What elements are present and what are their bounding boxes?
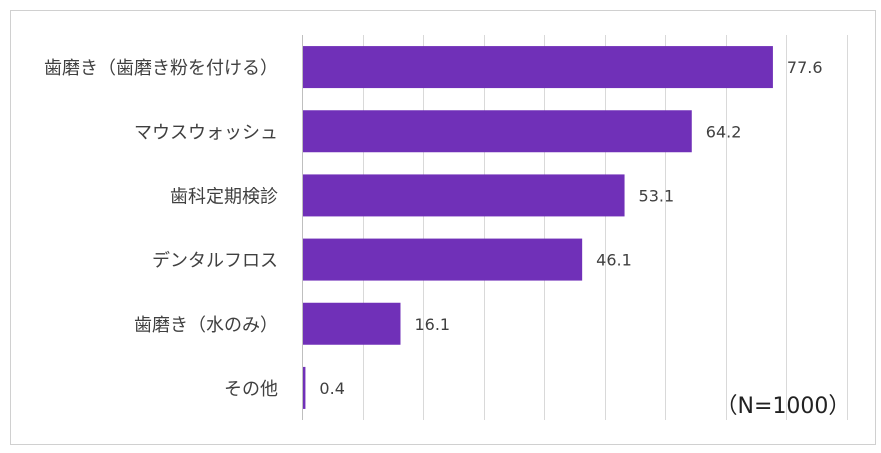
value-label: 53.1 (639, 186, 675, 205)
value-label: 64.2 (706, 122, 742, 141)
chart-frame (10, 10, 876, 445)
value-label: 0.4 (319, 379, 344, 398)
value-label: 46.1 (596, 251, 632, 270)
bar (303, 366, 306, 409)
category-label: マウスウォッシュ (134, 122, 278, 143)
bar (303, 46, 773, 89)
category-label: その他 (224, 379, 278, 400)
bar (303, 110, 692, 153)
category-label: 歯磨き（水のみ） (134, 315, 278, 336)
gridlines (302, 35, 848, 420)
category-label: 歯科定期検診 (170, 186, 278, 207)
value-label: 77.6 (787, 58, 823, 77)
value-labels: 77.6 64.2 53.1 46.1 16.1 0.4 (319, 58, 822, 398)
bar (303, 238, 583, 281)
bars (303, 46, 773, 409)
sample-size-annotation: （N=1000） (716, 394, 851, 419)
category-label: デンタルフロス (152, 251, 278, 272)
category-labels: 歯磨き（歯磨き粉を付ける） マウスウォッシュ歯科定期検診デンタルフロス歯磨き（水の… (44, 58, 278, 400)
bar (303, 302, 401, 345)
category-label: 歯磨き（歯磨き粉を付ける） (44, 58, 278, 79)
value-label: 16.1 (414, 315, 450, 334)
bar (303, 174, 625, 217)
